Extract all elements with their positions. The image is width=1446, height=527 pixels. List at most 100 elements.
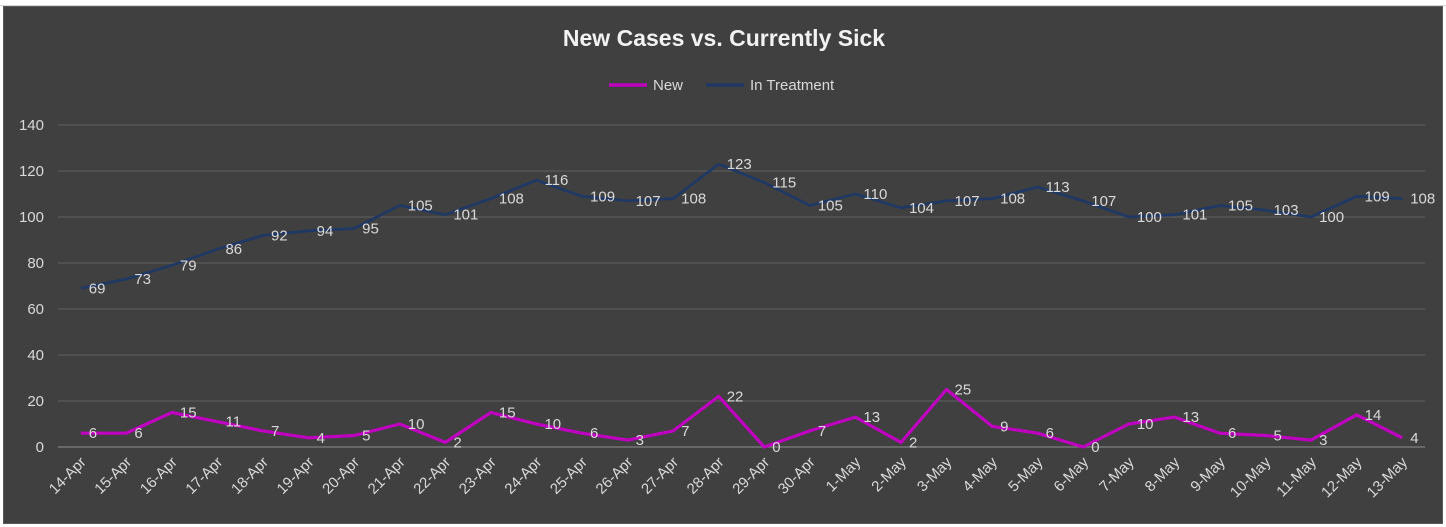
x-tick-label: 18-Apr xyxy=(228,454,272,498)
data-label: 73 xyxy=(134,271,151,288)
x-axis: 14-Apr 15-Apr 16-Apr 17-Apr 18-Apr 19-Apr 20-A… xyxy=(46,453,1412,501)
x-tick-label: 6-May xyxy=(1051,453,1093,495)
data-label: 108 xyxy=(681,191,706,208)
x-tick-label: 14-Apr xyxy=(46,454,90,498)
data-label: 92 xyxy=(271,227,288,244)
x-tick-label: 19-Apr xyxy=(274,454,318,498)
data-label: 105 xyxy=(1228,198,1253,215)
data-label: 105 xyxy=(818,198,843,215)
legend-label: In Treatment xyxy=(750,77,835,94)
x-tick-label: 3-May xyxy=(914,453,956,495)
x-tick-label: 4-May xyxy=(959,453,1001,495)
data-label: 4 xyxy=(317,430,325,447)
y-tick-label: 40 xyxy=(27,347,44,364)
line-chart: New Cases vs. Currently Sick New In Treat… xyxy=(19,25,1435,501)
data-label: 94 xyxy=(317,223,334,240)
sheet-gridlines xyxy=(0,5,1446,6)
x-tick-label: 20-Apr xyxy=(319,454,363,498)
data-label: 10 xyxy=(544,416,561,433)
x-tick-label: 12-May xyxy=(1318,453,1366,501)
x-tick-label: 5-May xyxy=(1005,453,1047,495)
y-tick-label: 80 xyxy=(27,255,44,272)
y-tick-label: 60 xyxy=(27,301,44,318)
legend: New In Treatment xyxy=(609,77,835,94)
x-tick-label: 7-May xyxy=(1096,453,1138,495)
data-label: 13 xyxy=(1182,409,1199,426)
data-label: 10 xyxy=(408,416,425,433)
data-label: 110 xyxy=(863,186,887,203)
x-tick-label: 29-Apr xyxy=(729,454,773,498)
data-label: 0 xyxy=(772,439,780,456)
x-tick-label: 16-Apr xyxy=(137,454,181,498)
data-label: 123 xyxy=(727,156,752,173)
x-tick-label: 26-Apr xyxy=(593,454,637,498)
x-tick-label: 10-May xyxy=(1227,453,1275,501)
data-label: 105 xyxy=(408,198,433,215)
x-tick-label: 17-Apr xyxy=(182,454,226,498)
y-tick-label: 20 xyxy=(27,393,44,410)
data-label: 109 xyxy=(1365,188,1390,205)
data-label: 15 xyxy=(499,405,516,422)
data-label: 2 xyxy=(453,434,461,451)
data-label: 108 xyxy=(499,191,524,208)
data-label: 100 xyxy=(1137,209,1162,226)
data-label: 104 xyxy=(909,200,934,217)
data-label: 6 xyxy=(590,425,598,442)
data-label: 6 xyxy=(134,425,142,442)
data-label: 108 xyxy=(1000,191,1025,208)
y-tick-label: 0 xyxy=(36,439,44,456)
data-label: 95 xyxy=(362,221,379,238)
series-group xyxy=(80,162,1403,449)
x-tick-label: 8-May xyxy=(1142,453,1184,495)
data-label: 100 xyxy=(1319,209,1344,226)
data-label: 2 xyxy=(909,434,917,451)
data-label: 107 xyxy=(636,193,661,210)
gridlines xyxy=(58,124,1425,448)
x-tick-label: 22-Apr xyxy=(410,454,454,498)
data-label: 9 xyxy=(1000,418,1008,435)
x-tick-label: 15-Apr xyxy=(91,454,135,498)
x-tick-label: 13-May xyxy=(1364,453,1412,501)
x-tick-label: 23-Apr xyxy=(456,454,500,498)
data-label: 107 xyxy=(1091,193,1116,210)
data-label: 5 xyxy=(362,428,370,445)
data-label: 86 xyxy=(225,241,242,258)
data-label: 14 xyxy=(1365,407,1382,424)
x-tick-label: 2-May xyxy=(868,453,910,495)
data-label: 25 xyxy=(955,382,972,399)
data-label: 10 xyxy=(1137,416,1154,433)
data-label: 6 xyxy=(89,425,97,442)
data-label: 101 xyxy=(1182,207,1207,224)
data-label: 101 xyxy=(453,207,478,224)
series-line xyxy=(80,387,1403,449)
data-label: 15 xyxy=(180,405,197,422)
data-label: 116 xyxy=(544,172,568,189)
legend-label: New xyxy=(653,77,683,94)
data-label: 115 xyxy=(772,175,796,192)
y-axis: 0 20 40 60 80 100 120 140 xyxy=(19,117,44,456)
data-label: 103 xyxy=(1274,202,1299,219)
data-labels: 6 6 15 11 7 4 5 10 2 15 10 6 3 7 22 0 7 13 2 25 9 6 0 10 13 6 5 3 14… xyxy=(89,156,1435,456)
data-label: 108 xyxy=(1410,191,1435,208)
data-label: 7 xyxy=(681,423,689,440)
y-tick-label: 100 xyxy=(19,209,44,226)
data-label: 5 xyxy=(1274,428,1282,445)
data-label: 4 xyxy=(1410,430,1418,447)
data-label: 113 xyxy=(1046,179,1070,196)
x-tick-label: 24-Apr xyxy=(501,454,545,498)
data-label: 11 xyxy=(225,414,241,431)
data-label: 22 xyxy=(727,388,744,405)
data-label: 3 xyxy=(1319,432,1327,449)
x-tick-label: 30-Apr xyxy=(775,454,819,498)
data-label: 3 xyxy=(636,432,644,449)
chart-title: New Cases vs. Currently Sick xyxy=(563,25,885,51)
x-tick-label: 28-Apr xyxy=(684,454,728,498)
chart-area[interactable]: New Cases vs. Currently Sick New In Treat… xyxy=(3,6,1443,524)
data-label: 7 xyxy=(818,423,826,440)
x-tick-label: 9-May xyxy=(1187,453,1229,495)
data-label: 0 xyxy=(1091,439,1099,456)
y-tick-label: 140 xyxy=(19,117,44,134)
x-tick-label: 11-May xyxy=(1273,453,1320,500)
x-tick-label: 1-May xyxy=(823,453,865,495)
y-tick-label: 120 xyxy=(19,163,44,180)
